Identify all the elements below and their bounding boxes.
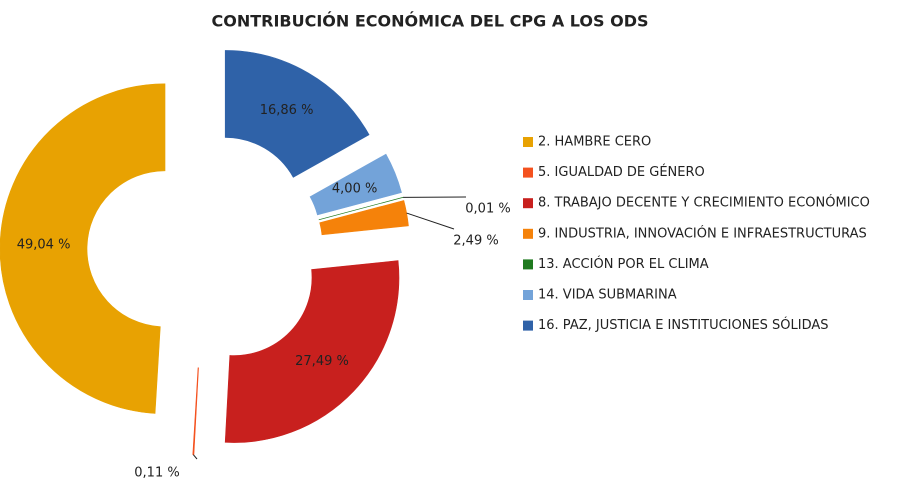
- donut-segment: [224, 260, 400, 443]
- legend-label: 5. IGUALDAD DE GÉNERO: [538, 164, 705, 180]
- data-label: 16,86 %: [260, 103, 314, 118]
- legend-marker: [523, 137, 533, 147]
- data-label: 0,01 %: [465, 202, 510, 217]
- data-label: 27,49 %: [295, 354, 349, 369]
- legend-marker: [523, 228, 533, 239]
- leader-line: [192, 454, 198, 460]
- legend-marker: [523, 290, 533, 300]
- data-label: 4,00 %: [332, 182, 377, 197]
- donut-segment: [224, 50, 370, 178]
- data-label: 0,11 %: [134, 466, 179, 481]
- data-label: 2,49 %: [453, 234, 498, 249]
- donut-segment: [319, 200, 409, 236]
- legend-marker: [523, 167, 533, 178]
- data-label: 49,04 %: [17, 238, 71, 253]
- legend-label: 14. VIDA SUBMARINA: [538, 288, 677, 303]
- legend-label: 13. ACCIÓN POR EL CLIMA: [538, 256, 709, 272]
- donut-segment: [318, 196, 404, 221]
- donut-segment: [309, 153, 402, 216]
- legend-label: 9. INDUSTRIA, INNOVACIÓN E INFRAESTRUCTU…: [538, 225, 867, 241]
- legend-label: 16. PAZ, JUSTICIA E INSTITUCIONES SÓLIDA…: [538, 317, 829, 333]
- donut-segment: [192, 367, 199, 456]
- chart-title: CONTRIBUCIÓN ECONÓMICA DEL CPG A LOS ODS: [211, 12, 648, 31]
- legend-marker: [523, 320, 533, 331]
- legend-label: 2. HAMBRE CERO: [538, 135, 651, 150]
- legend-marker: [523, 198, 533, 209]
- legend-marker: [523, 259, 533, 270]
- legend-label: 8. TRABAJO DECENTE Y CRECIMIENTO ECONÓMI…: [538, 195, 870, 211]
- leader-line: [406, 212, 455, 230]
